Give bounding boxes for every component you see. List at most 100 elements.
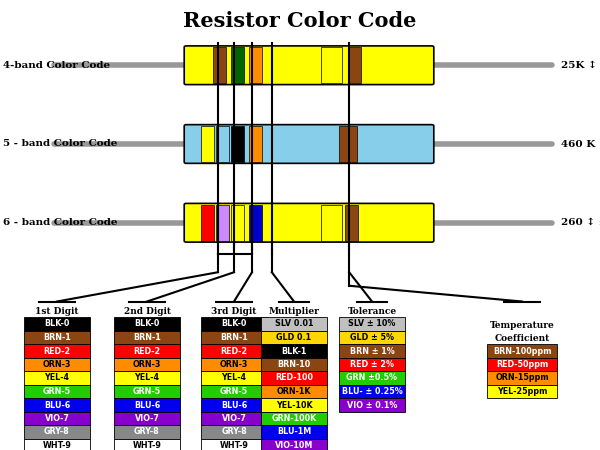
Bar — [487, 344, 557, 358]
Text: Resistor Color Code: Resistor Color Code — [184, 11, 416, 31]
Text: WHT-9: WHT-9 — [43, 441, 71, 450]
Bar — [24, 412, 90, 425]
Text: 5 - band Color Code: 5 - band Color Code — [3, 140, 118, 148]
FancyBboxPatch shape — [184, 203, 434, 242]
Text: GRY-8: GRY-8 — [134, 428, 160, 436]
Bar — [216, 205, 229, 241]
Bar — [114, 412, 180, 425]
Bar — [201, 317, 267, 331]
Text: WHT-9: WHT-9 — [133, 441, 161, 450]
Text: GLD ± 5%: GLD ± 5% — [350, 333, 394, 342]
Text: RED-2: RED-2 — [220, 346, 248, 356]
Bar — [339, 344, 405, 358]
Text: 6 - band Color Code: 6 - band Color Code — [3, 218, 118, 227]
Text: GRN-5: GRN-5 — [133, 387, 161, 396]
Text: ORN-1K: ORN-1K — [277, 387, 311, 396]
Bar — [24, 331, 90, 344]
Bar — [201, 371, 267, 385]
Bar — [114, 344, 180, 358]
Text: YEL-25ppm: YEL-25ppm — [497, 387, 547, 396]
Bar — [261, 371, 327, 385]
Bar — [261, 358, 327, 371]
Bar — [261, 412, 327, 425]
Text: GRN-5: GRN-5 — [220, 387, 248, 396]
Text: ORN-3: ORN-3 — [220, 360, 248, 369]
Bar — [24, 317, 90, 331]
Bar — [114, 331, 180, 344]
Text: BLU-6: BLU-6 — [44, 400, 70, 410]
Bar — [24, 398, 90, 412]
Bar — [321, 205, 342, 241]
Text: GRN-100K: GRN-100K — [271, 414, 317, 423]
Bar — [261, 439, 327, 450]
Text: BLK-0: BLK-0 — [134, 320, 160, 328]
Text: GRN ±0.5%: GRN ±0.5% — [347, 374, 398, 382]
Bar — [249, 205, 262, 241]
Text: YEL-10K: YEL-10K — [275, 400, 313, 410]
Bar — [24, 385, 90, 398]
Text: BLK-0: BLK-0 — [44, 320, 70, 328]
Text: BLK-1: BLK-1 — [281, 346, 307, 356]
Text: BLK-0: BLK-0 — [221, 320, 247, 328]
Text: GRY-8: GRY-8 — [221, 428, 247, 436]
Bar — [216, 126, 229, 162]
Text: GRY-8: GRY-8 — [44, 428, 70, 436]
Bar — [114, 425, 180, 439]
Text: ORN-3: ORN-3 — [133, 360, 161, 369]
Bar — [114, 371, 180, 385]
Bar — [201, 344, 267, 358]
Bar — [339, 317, 405, 331]
Text: RED-2: RED-2 — [133, 346, 161, 356]
Bar — [201, 439, 267, 450]
Bar — [201, 205, 214, 241]
Bar — [24, 371, 90, 385]
Text: 4-band Color Code: 4-band Color Code — [3, 61, 110, 70]
Text: Temperature: Temperature — [490, 321, 554, 330]
Bar — [249, 47, 262, 83]
Text: BLU-1M: BLU-1M — [277, 428, 311, 436]
Bar — [249, 126, 262, 162]
Text: VIO-10M: VIO-10M — [275, 441, 313, 450]
Text: RED-100: RED-100 — [275, 374, 313, 382]
Bar — [261, 317, 327, 331]
Text: YEL-4: YEL-4 — [134, 374, 160, 382]
Bar — [261, 398, 327, 412]
Text: SLV ± 10%: SLV ± 10% — [349, 320, 395, 328]
Text: SLV 0.01: SLV 0.01 — [275, 320, 313, 328]
Bar — [201, 412, 267, 425]
Bar — [201, 126, 214, 162]
Text: YEL-4: YEL-4 — [44, 374, 70, 382]
Bar — [339, 331, 405, 344]
Text: 2nd Digit: 2nd Digit — [124, 307, 170, 316]
Bar — [261, 385, 327, 398]
Bar — [114, 398, 180, 412]
Text: BLU- ± 0.25%: BLU- ± 0.25% — [341, 387, 403, 396]
Text: Coefficient: Coefficient — [494, 334, 550, 343]
Bar — [487, 371, 557, 385]
Text: GLD 0.1: GLD 0.1 — [277, 333, 311, 342]
Text: 260 ↕ ±5%: 260 ↕ ±5% — [561, 218, 600, 227]
Bar — [339, 358, 405, 371]
Text: Multiplier: Multiplier — [269, 307, 319, 316]
Bar — [201, 331, 267, 344]
Bar — [24, 344, 90, 358]
Text: 460 K ↕ ±1%: 460 K ↕ ±1% — [561, 140, 600, 148]
Text: BRN-10: BRN-10 — [277, 360, 311, 369]
FancyBboxPatch shape — [184, 46, 434, 85]
Text: VIO-7: VIO-7 — [221, 414, 247, 423]
Text: YEL-4: YEL-4 — [221, 374, 247, 382]
Bar — [261, 425, 327, 439]
Bar — [345, 205, 358, 241]
Text: BRN-1: BRN-1 — [220, 333, 248, 342]
Bar — [201, 385, 267, 398]
Bar — [339, 126, 357, 162]
Text: BLU-6: BLU-6 — [221, 400, 247, 410]
Bar — [261, 344, 327, 358]
Text: VIO-7: VIO-7 — [134, 414, 160, 423]
Text: WHT-9: WHT-9 — [220, 441, 248, 450]
Text: BRN-1: BRN-1 — [133, 333, 161, 342]
Bar — [231, 47, 244, 83]
Text: 3rd Digit: 3rd Digit — [211, 307, 257, 316]
Text: BRN-100ppm: BRN-100ppm — [493, 346, 551, 356]
Text: RED-2: RED-2 — [43, 346, 71, 356]
